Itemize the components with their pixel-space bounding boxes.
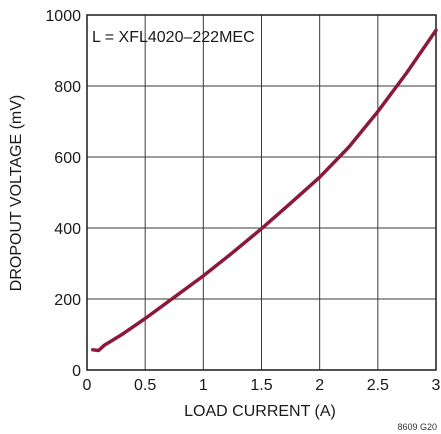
x-tick-label: 2 xyxy=(315,377,324,394)
y-tick-label: 400 xyxy=(54,221,81,238)
y-tick-labels: 0 200 400 600 800 1000 xyxy=(45,8,81,380)
y-tick-label: 1000 xyxy=(45,8,81,25)
y-tick-label: 600 xyxy=(54,150,81,167)
y-axis-label: DROPOUT VOLTAGE (mV) xyxy=(8,95,25,291)
x-axis-label: LOAD CURRENT (A) xyxy=(184,403,336,420)
x-tick-labels: 0 0.5 1 1.5 2 2.5 3 xyxy=(83,377,441,394)
y-tick-label: 0 xyxy=(72,363,81,380)
x-tick-label: 2.5 xyxy=(367,377,389,394)
grid xyxy=(86,14,437,371)
x-tick-label: 1.5 xyxy=(250,377,272,394)
plot-frame xyxy=(86,14,437,371)
y-tick-label: 200 xyxy=(54,292,81,309)
y-tick-label: 800 xyxy=(54,79,81,96)
x-tick-label: 0 xyxy=(83,377,92,394)
plot-border xyxy=(86,14,437,371)
x-tick-label: 1 xyxy=(199,377,208,394)
dropout-voltage-line xyxy=(91,28,438,353)
x-tick-label: 3 xyxy=(432,377,441,394)
figure-code: 8609 G20 xyxy=(397,422,437,432)
annotation-label: L = XFL4020–222MEC xyxy=(92,29,255,46)
x-tick-label: 0.5 xyxy=(134,377,156,394)
series-layer xyxy=(91,28,438,353)
